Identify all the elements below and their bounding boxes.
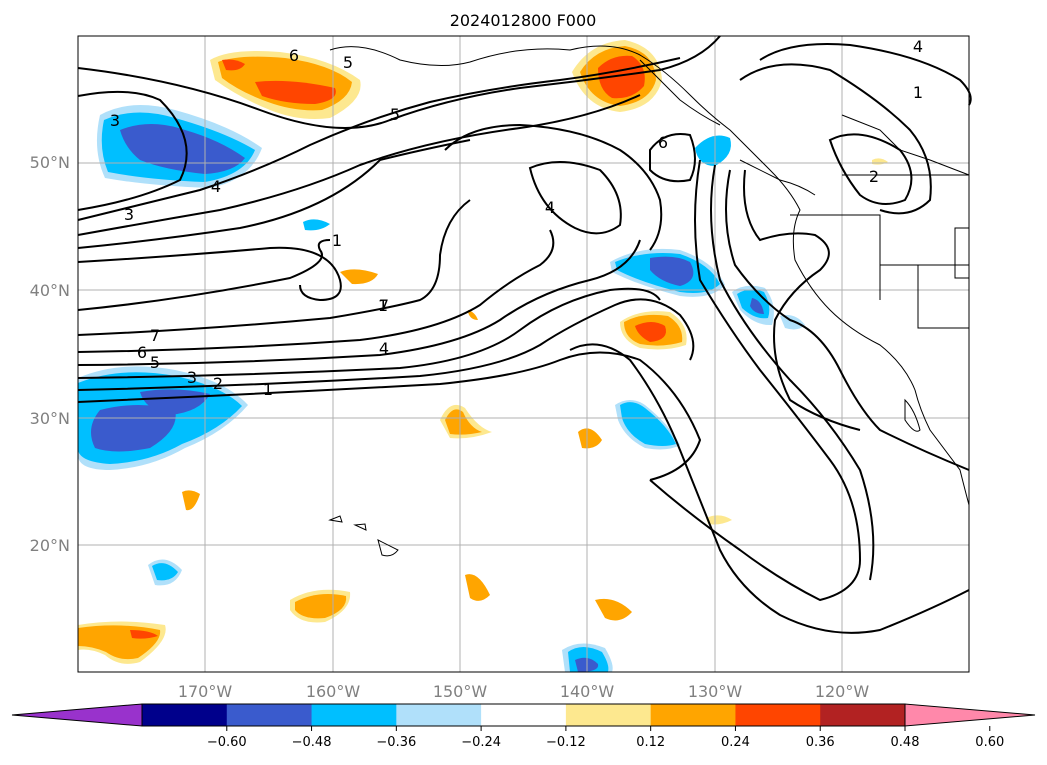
lon-label: 170°W [178, 682, 233, 701]
colorbar-tick-label: −0.24 [461, 735, 501, 750]
colorbar-tick-label: −0.12 [546, 735, 586, 750]
contour-label: 3 [187, 368, 197, 387]
colorbar-extend-low [11, 703, 143, 727]
contour-label: 2 [869, 167, 879, 186]
colorbar-tick-label: 0.36 [806, 735, 835, 750]
contour-label: 3 [124, 205, 134, 224]
gridlines [78, 36, 969, 672]
contour-lines [77, 35, 972, 634]
colorbar-segment [396, 704, 482, 726]
map-frame [77, 35, 970, 673]
colorbar-segment [311, 704, 397, 726]
figure-title: 2024012800 F000 [450, 11, 597, 30]
coastlines [328, 45, 970, 557]
contour-label: 1 [378, 296, 388, 315]
lon-label: 130°W [688, 682, 743, 701]
colorbar-segment [650, 704, 736, 726]
contour-label: 4 [379, 339, 389, 358]
colorbar-tick-label: −0.60 [207, 735, 247, 750]
contour-label: 1 [913, 83, 923, 102]
lat-label: 40°N [30, 281, 70, 300]
colorbar-tick-label: 0.24 [721, 735, 750, 750]
contour-label: 1 [332, 231, 342, 250]
colorbar-tick-label: −0.36 [376, 735, 416, 750]
colorbar-segment [735, 704, 821, 726]
colorbar: −0.60 −0.48 −0.36 −0.24 −0.12 0.12 0.24 0.36 0.4… [11, 703, 1036, 750]
colorbar-tick-label: 0.48 [891, 735, 920, 750]
contour-label: 4 [211, 177, 221, 196]
lat-label: 30°N [30, 409, 70, 428]
longitude-labels: 170°W 160°W 150°W 140°W 130°W 120°W [178, 682, 870, 701]
contour-label: 6 [137, 343, 147, 362]
contour-label: 4 [545, 198, 555, 217]
contour-label: 2 [213, 374, 223, 393]
lon-label: 150°W [433, 682, 488, 701]
contour-label: 1 [263, 380, 273, 399]
contour-labels: 6 5 3 5 4 1 3 4 6 4 1 2 1 7 7 6 5 3 2 1 … [110, 37, 923, 399]
latitude-labels: 50°N 40°N 30°N 20°N [30, 153, 70, 555]
colorbar-segment [820, 704, 906, 726]
contour-label: 7 [150, 326, 160, 345]
lon-label: 140°W [560, 682, 615, 701]
colorbar-tick-label: 0.60 [975, 735, 1004, 750]
colorbar-segment [565, 704, 652, 726]
colorbar-tick-label: −0.48 [292, 735, 332, 750]
colorbar-segment [226, 704, 313, 726]
contour-label: 5 [343, 53, 353, 72]
contour-label: 4 [913, 37, 923, 56]
colorbar-segment [142, 704, 228, 726]
contour-label: 6 [289, 46, 299, 65]
contour-label: 6 [658, 133, 668, 152]
contour-label: 5 [150, 353, 160, 372]
contour-label: 7 [379, 296, 389, 315]
colorbar-segment [481, 704, 567, 726]
lat-label: 50°N [30, 153, 70, 172]
contour-label: 3 [110, 111, 120, 130]
lon-label: 160°W [306, 682, 361, 701]
colorbar-tick-label: 0.12 [636, 735, 665, 750]
colorbar-extend-high [904, 703, 1036, 727]
contour-label: 5 [390, 105, 400, 124]
colorbar-frame [141, 703, 906, 727]
lat-label: 20°N [30, 536, 70, 555]
lon-label: 120°W [815, 682, 870, 701]
